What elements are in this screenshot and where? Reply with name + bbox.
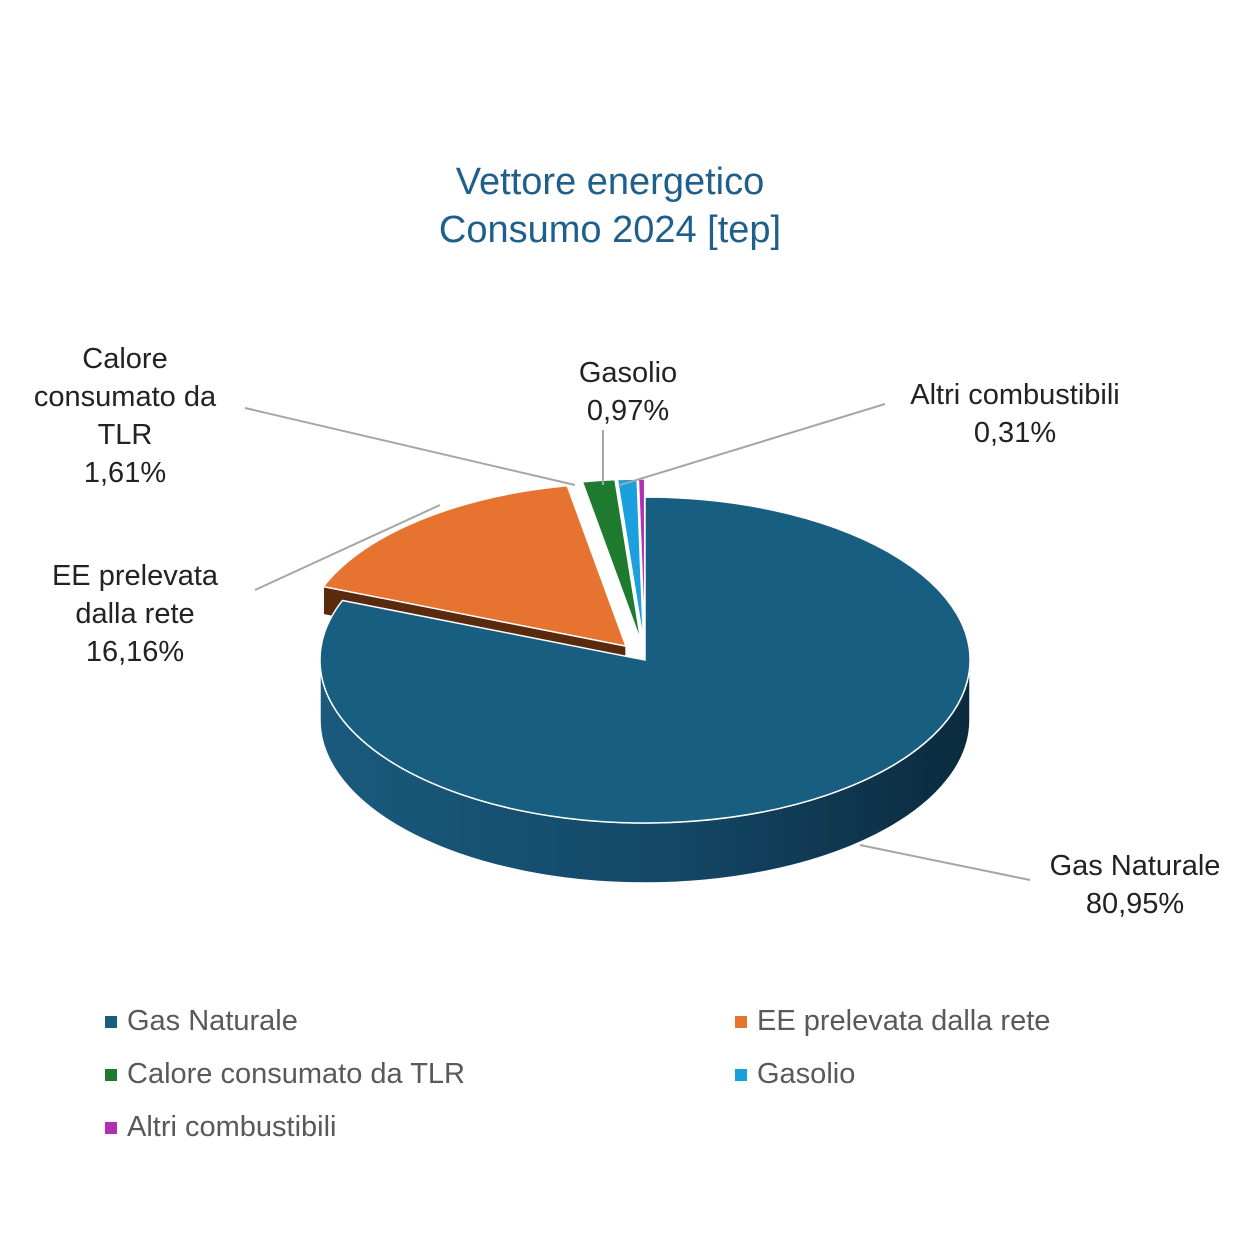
data-label-3-0: Gasolio [579,357,677,389]
data-label-4-1: 0,31% [974,417,1056,449]
data-label-0-0: Gas Naturale [1050,850,1221,882]
data-label-3-1: 0,97% [587,395,669,427]
pie-slice-calore-consumato-da-tlr [581,478,642,643]
data-label-4-0: Altri combustibili [910,379,1120,411]
pie-slice-gas-naturale [319,496,971,824]
leader-line-4 [619,403,886,486]
data-label-2-1: consumato da [34,381,217,413]
leader-line-0 [859,844,1031,881]
data-labels: Gas Naturale 80,95% EE prelevata dalla rete… [34,343,1221,920]
subtitle-line: Consumo 2024 [tep] [438,209,782,251]
data-label-0-1: 80,95% [1086,888,1184,920]
pie-slices [319,478,971,824]
chart-title: Vettore energetico Consumo 2024 [tep] [0,158,1220,254]
leader-line-2 [244,407,576,486]
data-label-2-2: TLR [98,419,153,451]
leader-lines [244,403,1031,881]
data-label-1-0: EE prelevata [52,560,219,592]
pie-slice-ee-prelevata-dalla-rete [322,484,628,648]
leader-line-1 [254,504,441,591]
title-line: Vettore energetico [455,161,765,203]
data-label-2-0: Calore [82,343,167,375]
data-label-1-2: 16,16% [86,636,184,668]
data-label-1-1: dalla rete [75,598,194,630]
data-label-2-3: 1,61% [84,457,166,489]
